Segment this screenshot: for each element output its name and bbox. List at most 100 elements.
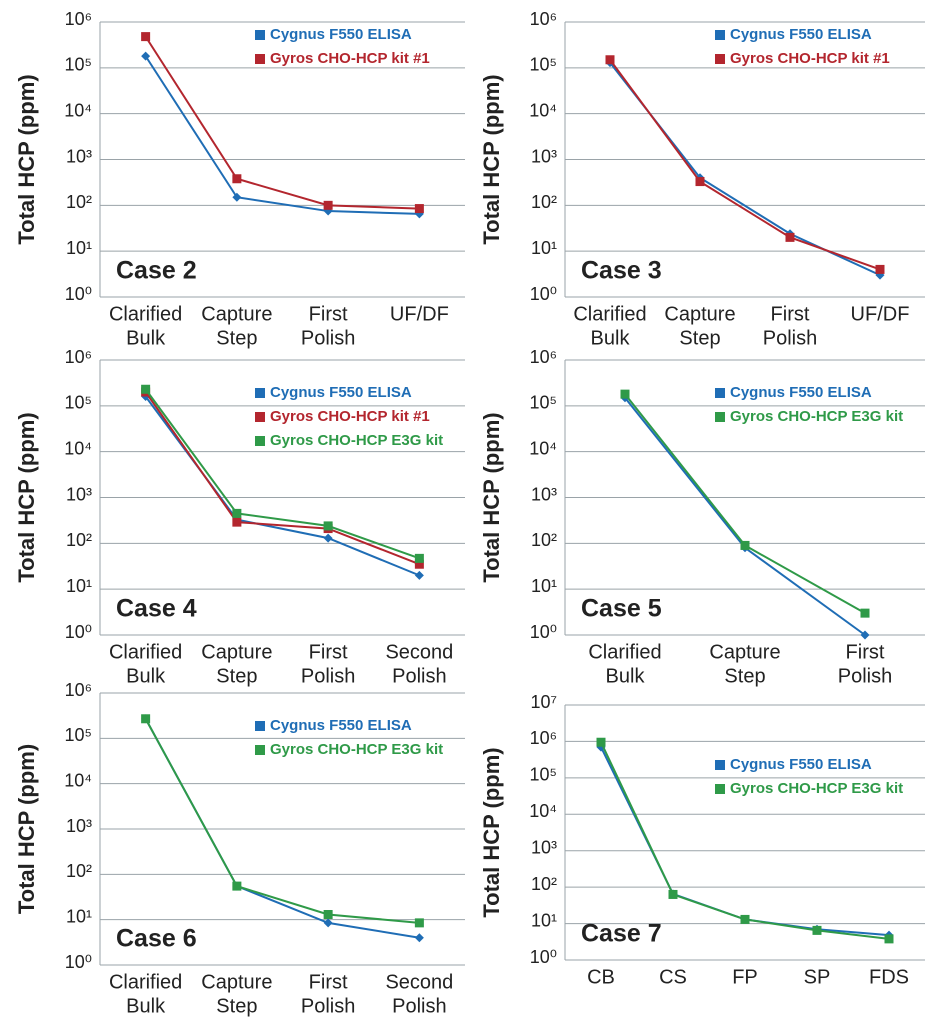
data-point [812, 925, 822, 935]
y-tick-label: 10² [66, 861, 92, 881]
x-tick-label: Clarified [588, 641, 661, 663]
legend-swatch [715, 30, 725, 40]
data-point [323, 910, 333, 920]
y-tick-label: 10² [66, 530, 92, 550]
series-line [144, 36, 420, 210]
series-line [600, 746, 890, 937]
series-line [144, 55, 420, 215]
y-tick-label: 10³ [531, 146, 557, 166]
data-point [414, 204, 424, 214]
y-tick-label: 10⁵ [65, 393, 92, 413]
y-tick-label: 10⁰ [65, 952, 92, 972]
x-tick-label: Step [216, 327, 257, 349]
x-tick-label: Bulk [126, 995, 166, 1017]
y-tick-label: 10¹ [531, 910, 557, 930]
y-tick-label: 10⁴ [64, 770, 92, 790]
y-tick-label: 10² [531, 874, 557, 894]
x-tick-label: CS [659, 966, 687, 988]
y-tick-label: 10⁶ [530, 9, 557, 29]
x-tick-label: Polish [763, 327, 817, 349]
x-tick-label: First [309, 641, 348, 663]
data-point [740, 914, 750, 924]
data-point [323, 533, 333, 543]
y-tick-label: 10³ [531, 837, 557, 857]
data-point [596, 737, 606, 747]
case-label: Case 7 [581, 920, 662, 948]
legend-swatch [715, 388, 725, 398]
x-tick-label: UF/DF [390, 303, 449, 325]
legend-swatch [715, 412, 725, 422]
legend-swatch [255, 54, 265, 64]
y-tick-label: 10² [66, 192, 92, 212]
y-tick-label: 10³ [531, 484, 557, 504]
x-tick-label: First [771, 303, 810, 325]
y-axis-label: Total HCP (ppm) [479, 74, 504, 244]
y-tick-label: 10⁰ [530, 947, 557, 967]
y-tick-label: 10¹ [531, 238, 557, 258]
y-tick-label: 10⁷ [530, 692, 557, 712]
x-tick-label: Step [216, 665, 257, 687]
y-tick-label: 10⁶ [65, 680, 92, 700]
x-tick-label: Capture [201, 971, 272, 993]
legend-swatch [255, 436, 265, 446]
y-tick-label: 10⁴ [64, 438, 92, 458]
y-tick-label: 10⁵ [530, 393, 557, 413]
x-tick-label: Bulk [126, 327, 166, 349]
y-tick-label: 10⁴ [529, 100, 557, 120]
legend-swatch [255, 721, 265, 731]
legend-label: Cygnus F550 ELISA [270, 384, 412, 401]
x-tick-label: First [846, 641, 885, 663]
x-tick-label: Polish [301, 995, 355, 1017]
data-point [605, 55, 615, 65]
data-point [232, 508, 242, 518]
x-tick-label: Polish [301, 665, 355, 687]
legend-label: Cygnus F550 ELISA [730, 26, 872, 43]
x-tick-label: Clarified [109, 641, 182, 663]
legend-label: Gyros CHO-HCP kit #1 [270, 50, 430, 67]
legend-label: Cygnus F550 ELISA [270, 717, 412, 734]
legend-swatch [255, 388, 265, 398]
legend-swatch [715, 760, 725, 770]
y-tick-label: 10¹ [531, 576, 557, 596]
data-point [232, 517, 242, 527]
series-line [609, 61, 881, 277]
y-tick-label: 10⁴ [529, 801, 557, 821]
data-point [875, 264, 885, 274]
series-line [144, 391, 420, 566]
legend-label: Gyros CHO-HCP kit #1 [730, 50, 890, 67]
legend-label: Cygnus F550 ELISA [730, 756, 872, 773]
y-axis-label: Total HCP (ppm) [14, 744, 39, 914]
y-tick-label: 10⁵ [65, 725, 92, 745]
y-tick-label: 10⁶ [530, 728, 557, 748]
x-tick-label: Second [385, 971, 453, 993]
y-tick-label: 10⁵ [65, 55, 92, 75]
x-tick-label: Second [385, 641, 453, 663]
legend-swatch [715, 784, 725, 794]
legend-label: Gyros CHO-HCP E3G kit [270, 741, 443, 758]
data-point [141, 32, 151, 42]
data-point [414, 553, 424, 563]
legend-swatch [255, 745, 265, 755]
legend-swatch [255, 30, 265, 40]
data-point [232, 881, 242, 891]
y-tick-label: 10⁶ [65, 9, 92, 29]
data-point [668, 889, 678, 899]
data-point [141, 51, 151, 61]
data-point [141, 714, 151, 724]
data-point [884, 934, 894, 944]
series-line [144, 388, 420, 560]
y-tick-label: 10⁵ [530, 55, 557, 75]
data-point [323, 200, 333, 210]
x-tick-label: SP [804, 966, 831, 988]
data-point [620, 389, 630, 399]
data-point [414, 559, 424, 569]
x-tick-label: UF/DF [851, 303, 910, 325]
x-tick-label: First [309, 303, 348, 325]
x-tick-label: First [309, 971, 348, 993]
case-label: Case 5 [581, 595, 662, 623]
x-tick-label: Capture [664, 303, 735, 325]
y-axis-label: Total HCP (ppm) [14, 74, 39, 244]
x-tick-label: Bulk [591, 327, 631, 349]
data-point [232, 192, 242, 202]
